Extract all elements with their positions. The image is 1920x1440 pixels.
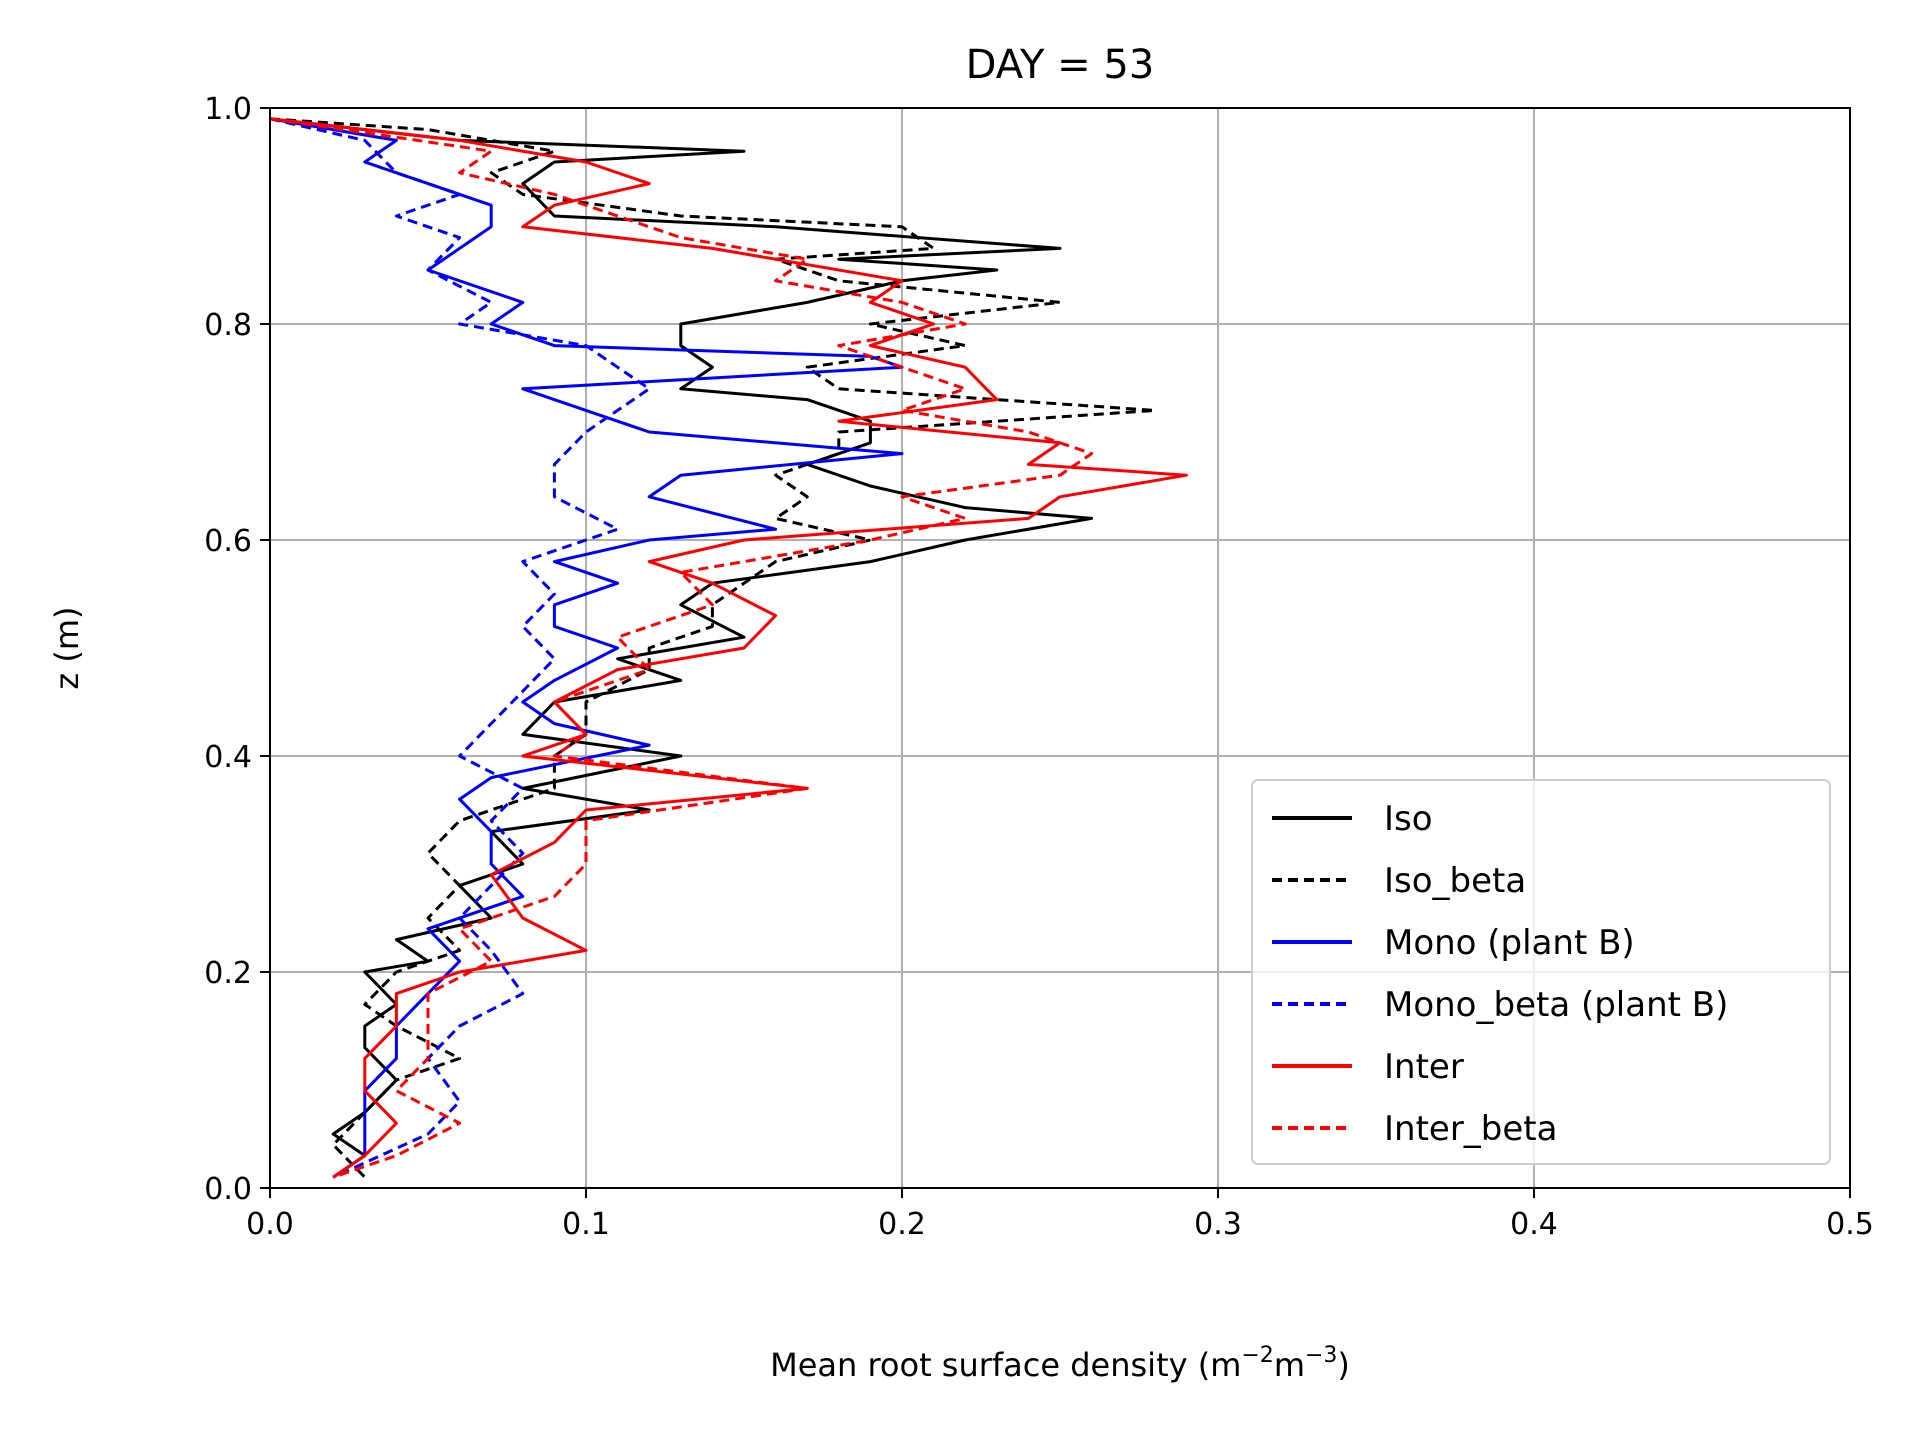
- y-axis-label: z (m): [48, 606, 86, 689]
- series-line-mono-plant-b: [269, 117, 904, 1179]
- x-tick-label: 0.2: [878, 1207, 926, 1242]
- x-tick-label: 0.5: [1826, 1207, 1874, 1242]
- series-line-inter: [269, 117, 1188, 1179]
- plot-frame: [269, 107, 1851, 1189]
- series-group: [269, 117, 1188, 1179]
- x-tick-label: 0.4: [1510, 1207, 1558, 1242]
- x-axis-label-mid: m: [1274, 1346, 1305, 1384]
- x-axis-label-sup2: −3: [1305, 1343, 1337, 1368]
- y-tick-label: 0.6: [204, 524, 252, 559]
- x-tick-label: 0.0: [246, 1207, 294, 1242]
- x-axis-label-end: ): [1337, 1346, 1349, 1384]
- legend-entries: Iso Iso_beta Mono (plant B) Mono_beta (plan…: [1272, 799, 1728, 1149]
- legend-label-mono-beta-plant-b: Mono_beta (plant B): [1384, 985, 1728, 1025]
- chart-title: DAY = 53: [966, 42, 1155, 88]
- legend-label-mono-plant-b: Mono (plant B): [1384, 923, 1635, 963]
- series-line-iso: [269, 117, 1094, 1179]
- y-tick-label: 0.2: [204, 956, 252, 991]
- legend-label-inter: Inter: [1384, 1047, 1464, 1087]
- legend-box: [1251, 779, 1831, 1165]
- x-tick-label: 0.3: [1194, 1207, 1242, 1242]
- legend-label-iso: Iso: [1384, 799, 1433, 839]
- series-line-iso-beta: [269, 117, 1157, 1179]
- legend-label-inter-beta: Inter_beta: [1384, 1109, 1557, 1149]
- axis-ticks: 0.0 0.1 0.2 0.3 0.4 0.5 0.0 0.2 0.4 0.6 0.8 1.0: [204, 92, 1874, 1242]
- x-tick-label: 0.1: [562, 1207, 610, 1242]
- y-tick-label: 0.8: [204, 308, 252, 343]
- series-line-mono-beta-plant-b: [269, 117, 651, 1179]
- legend-label-iso-beta: Iso_beta: [1384, 861, 1526, 901]
- y-tick-label: 0.4: [204, 740, 252, 775]
- x-axis-label-sup1: −2: [1241, 1343, 1273, 1368]
- y-tick-label: 1.0: [204, 92, 252, 127]
- legend: Iso Iso_beta Mono (plant B) Mono_beta (plan…: [1251, 779, 1831, 1165]
- x-axis-label: Mean root surface density (m−2m−3): [770, 1343, 1350, 1384]
- y-tick-label: 0.0: [204, 1172, 252, 1207]
- x-axis-label-text: Mean root surface density (m: [770, 1346, 1241, 1384]
